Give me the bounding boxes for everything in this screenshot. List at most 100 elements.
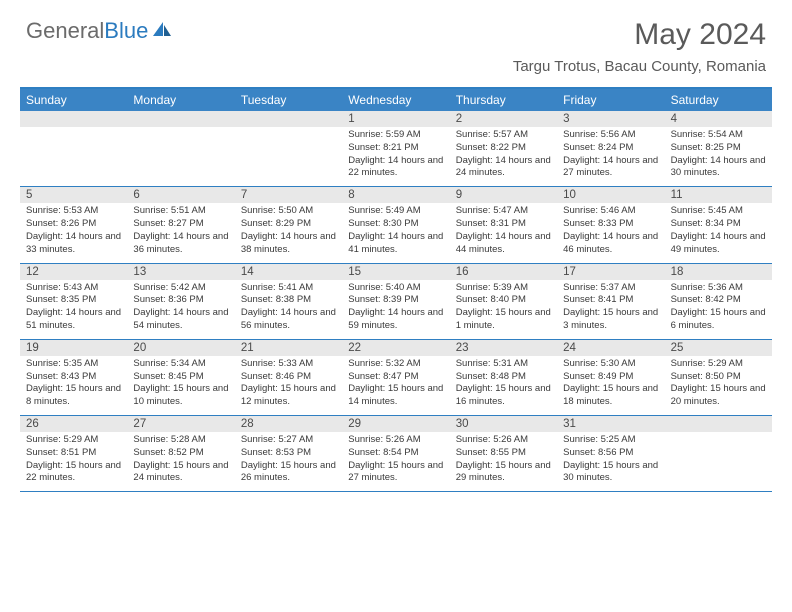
day-detail: Sunrise: 5:25 AM Sunset: 8:56 PM Dayligh… [557, 432, 664, 491]
detail-row: Sunrise: 5:59 AM Sunset: 8:21 PM Dayligh… [20, 127, 772, 186]
day-detail: Sunrise: 5:37 AM Sunset: 8:41 PM Dayligh… [557, 280, 664, 339]
day-number: 10 [557, 187, 664, 203]
day-detail: Sunrise: 5:54 AM Sunset: 8:25 PM Dayligh… [665, 127, 772, 186]
day-number: 21 [235, 340, 342, 356]
day-header: Sunday [20, 89, 127, 111]
logo-text-2: Blue [104, 18, 148, 44]
day-detail: Sunrise: 5:56 AM Sunset: 8:24 PM Dayligh… [557, 127, 664, 186]
day-detail: Sunrise: 5:50 AM Sunset: 8:29 PM Dayligh… [235, 203, 342, 262]
day-number: 26 [20, 416, 127, 432]
day-detail: Sunrise: 5:32 AM Sunset: 8:47 PM Dayligh… [342, 356, 449, 415]
day-detail: Sunrise: 5:36 AM Sunset: 8:42 PM Dayligh… [665, 280, 772, 339]
detail-row: Sunrise: 5:53 AM Sunset: 8:26 PM Dayligh… [20, 203, 772, 262]
day-detail: Sunrise: 5:45 AM Sunset: 8:34 PM Dayligh… [665, 203, 772, 262]
day-number: 14 [235, 264, 342, 280]
day-number: 18 [665, 264, 772, 280]
day-number: 4 [665, 111, 772, 127]
day-number: 7 [235, 187, 342, 203]
day-number: 5 [20, 187, 127, 203]
day-number [665, 416, 772, 432]
header: GeneralBlue May 2024 Targu Trotus, Bacau… [0, 0, 792, 79]
day-detail: Sunrise: 5:30 AM Sunset: 8:49 PM Dayligh… [557, 356, 664, 415]
day-number: 8 [342, 187, 449, 203]
day-detail: Sunrise: 5:29 AM Sunset: 8:50 PM Dayligh… [665, 356, 772, 415]
detail-row: Sunrise: 5:43 AM Sunset: 8:35 PM Dayligh… [20, 280, 772, 339]
day-number: 6 [127, 187, 234, 203]
day-detail: Sunrise: 5:51 AM Sunset: 8:27 PM Dayligh… [127, 203, 234, 262]
logo-text-1: General [26, 18, 104, 44]
day-detail: Sunrise: 5:59 AM Sunset: 8:21 PM Dayligh… [342, 127, 449, 186]
day-number: 12 [20, 264, 127, 280]
day-header: Friday [557, 89, 664, 111]
day-detail [20, 127, 127, 186]
day-number: 17 [557, 264, 664, 280]
day-header: Wednesday [342, 89, 449, 111]
calendar: SundayMondayTuesdayWednesdayThursdayFrid… [20, 87, 772, 492]
day-detail [127, 127, 234, 186]
day-number: 25 [665, 340, 772, 356]
day-header: Monday [127, 89, 234, 111]
day-detail: Sunrise: 5:42 AM Sunset: 8:36 PM Dayligh… [127, 280, 234, 339]
calendar-header-row: SundayMondayTuesdayWednesdayThursdayFrid… [20, 89, 772, 111]
day-number: 19 [20, 340, 127, 356]
day-detail: Sunrise: 5:35 AM Sunset: 8:43 PM Dayligh… [20, 356, 127, 415]
day-detail: Sunrise: 5:34 AM Sunset: 8:45 PM Dayligh… [127, 356, 234, 415]
logo-sail-icon [151, 18, 173, 44]
week-block: 1234Sunrise: 5:59 AM Sunset: 8:21 PM Day… [20, 111, 772, 187]
daynum-row: 19202122232425 [20, 340, 772, 356]
day-detail: Sunrise: 5:29 AM Sunset: 8:51 PM Dayligh… [20, 432, 127, 491]
logo: GeneralBlue [26, 18, 173, 44]
day-number [20, 111, 127, 127]
day-number: 1 [342, 111, 449, 127]
daynum-row: 1234 [20, 111, 772, 127]
day-detail: Sunrise: 5:33 AM Sunset: 8:46 PM Dayligh… [235, 356, 342, 415]
month-title: May 2024 [513, 18, 766, 52]
day-number [235, 111, 342, 127]
day-number [127, 111, 234, 127]
day-detail: Sunrise: 5:40 AM Sunset: 8:39 PM Dayligh… [342, 280, 449, 339]
detail-row: Sunrise: 5:35 AM Sunset: 8:43 PM Dayligh… [20, 356, 772, 415]
week-block: 567891011Sunrise: 5:53 AM Sunset: 8:26 P… [20, 187, 772, 263]
day-number: 22 [342, 340, 449, 356]
day-detail: Sunrise: 5:53 AM Sunset: 8:26 PM Dayligh… [20, 203, 127, 262]
daynum-row: 262728293031 [20, 416, 772, 432]
day-number: 13 [127, 264, 234, 280]
day-detail [665, 432, 772, 491]
location-label: Targu Trotus, Bacau County, Romania [513, 58, 766, 75]
day-number: 24 [557, 340, 664, 356]
daynum-row: 567891011 [20, 187, 772, 203]
day-detail: Sunrise: 5:49 AM Sunset: 8:30 PM Dayligh… [342, 203, 449, 262]
day-detail [235, 127, 342, 186]
day-number: 2 [450, 111, 557, 127]
detail-row: Sunrise: 5:29 AM Sunset: 8:51 PM Dayligh… [20, 432, 772, 491]
day-number: 11 [665, 187, 772, 203]
day-number: 31 [557, 416, 664, 432]
day-number: 30 [450, 416, 557, 432]
day-detail: Sunrise: 5:57 AM Sunset: 8:22 PM Dayligh… [450, 127, 557, 186]
title-block: May 2024 Targu Trotus, Bacau County, Rom… [513, 18, 766, 75]
day-detail: Sunrise: 5:46 AM Sunset: 8:33 PM Dayligh… [557, 203, 664, 262]
day-number: 29 [342, 416, 449, 432]
day-number: 15 [342, 264, 449, 280]
day-detail: Sunrise: 5:43 AM Sunset: 8:35 PM Dayligh… [20, 280, 127, 339]
week-block: 262728293031Sunrise: 5:29 AM Sunset: 8:5… [20, 416, 772, 492]
day-detail: Sunrise: 5:39 AM Sunset: 8:40 PM Dayligh… [450, 280, 557, 339]
day-detail: Sunrise: 5:27 AM Sunset: 8:53 PM Dayligh… [235, 432, 342, 491]
day-number: 9 [450, 187, 557, 203]
day-header: Tuesday [235, 89, 342, 111]
day-number: 27 [127, 416, 234, 432]
week-block: 12131415161718Sunrise: 5:43 AM Sunset: 8… [20, 264, 772, 340]
day-detail: Sunrise: 5:47 AM Sunset: 8:31 PM Dayligh… [450, 203, 557, 262]
day-number: 3 [557, 111, 664, 127]
week-block: 19202122232425Sunrise: 5:35 AM Sunset: 8… [20, 340, 772, 416]
day-number: 16 [450, 264, 557, 280]
day-detail: Sunrise: 5:26 AM Sunset: 8:54 PM Dayligh… [342, 432, 449, 491]
day-detail: Sunrise: 5:26 AM Sunset: 8:55 PM Dayligh… [450, 432, 557, 491]
daynum-row: 12131415161718 [20, 264, 772, 280]
day-header: Saturday [665, 89, 772, 111]
day-number: 23 [450, 340, 557, 356]
day-detail: Sunrise: 5:31 AM Sunset: 8:48 PM Dayligh… [450, 356, 557, 415]
day-header: Thursday [450, 89, 557, 111]
day-detail: Sunrise: 5:41 AM Sunset: 8:38 PM Dayligh… [235, 280, 342, 339]
day-number: 28 [235, 416, 342, 432]
